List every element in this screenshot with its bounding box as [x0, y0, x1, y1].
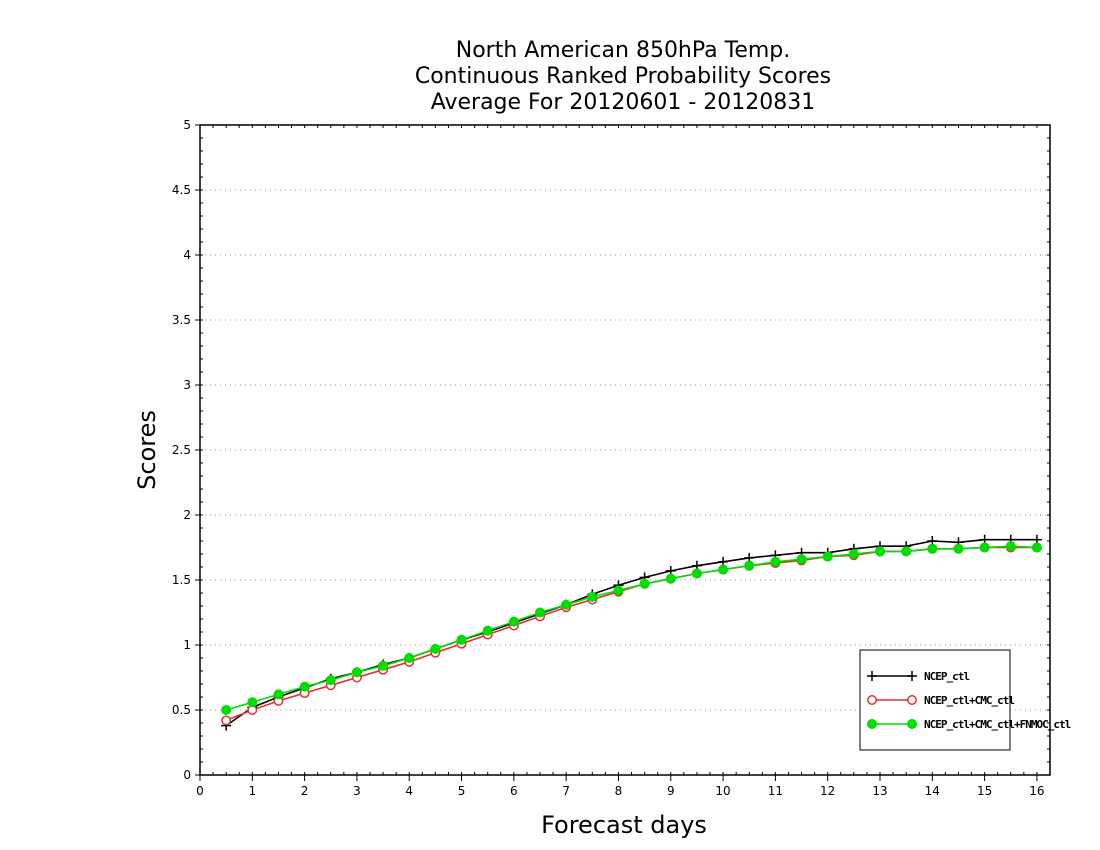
x-tick-label: 10 — [715, 784, 730, 798]
data-point — [927, 543, 938, 554]
x-tick-label: 3 — [353, 784, 361, 798]
data-point — [535, 607, 545, 618]
data-point — [273, 689, 284, 700]
data-point — [378, 660, 389, 671]
data-point — [613, 585, 624, 596]
data-point — [587, 591, 598, 602]
data-point — [796, 554, 807, 565]
legend-item: NCEP_ctl+CMC_ctl — [867, 694, 1015, 707]
data-point — [482, 625, 493, 636]
x-tick-label: 8 — [615, 784, 623, 798]
data-point — [822, 551, 833, 562]
data-point — [508, 616, 519, 627]
x-tick-label: 9 — [667, 784, 675, 798]
y-tick-label: 3 — [183, 378, 191, 392]
y-tick-label: 0.5 — [172, 703, 191, 717]
x-tick-label: 14 — [925, 784, 940, 798]
data-point — [221, 715, 232, 726]
x-tick-label: 2 — [301, 784, 309, 798]
chart-title-line-2: Continuous Ranked Probability Scores — [415, 64, 831, 89]
y-axis-label: Scores — [133, 410, 161, 490]
x-tick-label: 15 — [977, 784, 992, 798]
chart-title: North American 850hPa Temp. Continuous R… — [415, 38, 831, 115]
legend-marker-start — [867, 719, 877, 729]
legend-label: NCEP_ctl+CMC_ctl — [924, 694, 1014, 707]
x-tick-label: 6 — [510, 784, 518, 798]
data-point — [299, 681, 310, 692]
y-tick-label: 0 — [183, 768, 191, 782]
legend: NCEP_ctl NCEP_ctl+CMC_ctl NCEP_ctl+CMC_ctl… — [859, 649, 1072, 751]
x-tick-label: 12 — [820, 784, 835, 798]
data-point — [221, 705, 232, 715]
x-tick-label: 7 — [562, 784, 570, 798]
y-tick-label: 3.5 — [172, 313, 191, 327]
data-point — [744, 560, 755, 571]
data-point — [561, 599, 572, 610]
data-point — [953, 543, 964, 554]
data-point — [691, 568, 702, 579]
y-tick-label: 1 — [183, 638, 191, 652]
data-point — [1031, 542, 1042, 553]
y-tick-label: 2.5 — [172, 443, 191, 457]
legend-marker-start — [867, 671, 877, 681]
data-point — [979, 542, 990, 553]
grid-lines — [200, 189, 1050, 711]
x-tick-label: 4 — [405, 784, 413, 798]
data-point — [770, 556, 781, 567]
x-tick-label: 1 — [248, 784, 256, 798]
data-point — [247, 697, 258, 708]
series-3 — [221, 541, 1042, 715]
legend-label: NCEP_ctl+CMC_ctl+FNMOC_ctl — [924, 718, 1071, 731]
legend-label: NCEP_ctl — [924, 670, 969, 683]
data-point — [456, 634, 467, 645]
data-point — [718, 564, 729, 575]
legend-marker-end — [907, 719, 917, 729]
legend-marker-end — [907, 671, 917, 681]
legend-marker-start — [867, 695, 877, 705]
data-point — [901, 546, 912, 557]
legend-marker-end — [907, 695, 917, 705]
x-tick-label: 16 — [1029, 784, 1044, 798]
x-tick-label: 11 — [768, 784, 783, 798]
x-tick-label: 13 — [872, 784, 887, 798]
data-point — [639, 578, 650, 589]
y-tick-label: 4.5 — [172, 183, 191, 197]
data-point — [848, 549, 859, 559]
series-group — [221, 534, 1042, 731]
chart-title-line-3: Average For 20120601 - 20120831 — [431, 90, 816, 115]
legend-item: NCEP_ctl — [867, 670, 970, 683]
x-tick-label: 5 — [458, 784, 466, 798]
data-point — [430, 643, 441, 654]
data-point — [1005, 541, 1016, 552]
x-tick-label: 0 — [196, 784, 204, 798]
chart-title-line-1: North American 850hPa Temp. — [456, 38, 791, 63]
data-point — [325, 675, 336, 686]
y-tick-label: 2 — [183, 508, 191, 522]
axes: 00.511.522.533.544.550 1 2 3 4 5 6 7 8 9 10 11 12 13 1… — [172, 118, 1051, 798]
data-point — [351, 667, 362, 678]
data-point — [665, 573, 676, 584]
y-tick-label: 4 — [183, 248, 191, 262]
legend-item: NCEP_ctl+CMC_ctl+FNMOC_ctl — [867, 718, 1072, 731]
y-tick-label: 1.5 — [172, 573, 191, 587]
y-tick-label: 5 — [183, 118, 191, 132]
data-point — [875, 546, 885, 557]
data-point — [404, 653, 415, 663]
x-axis-label: Forecast days — [541, 811, 707, 839]
